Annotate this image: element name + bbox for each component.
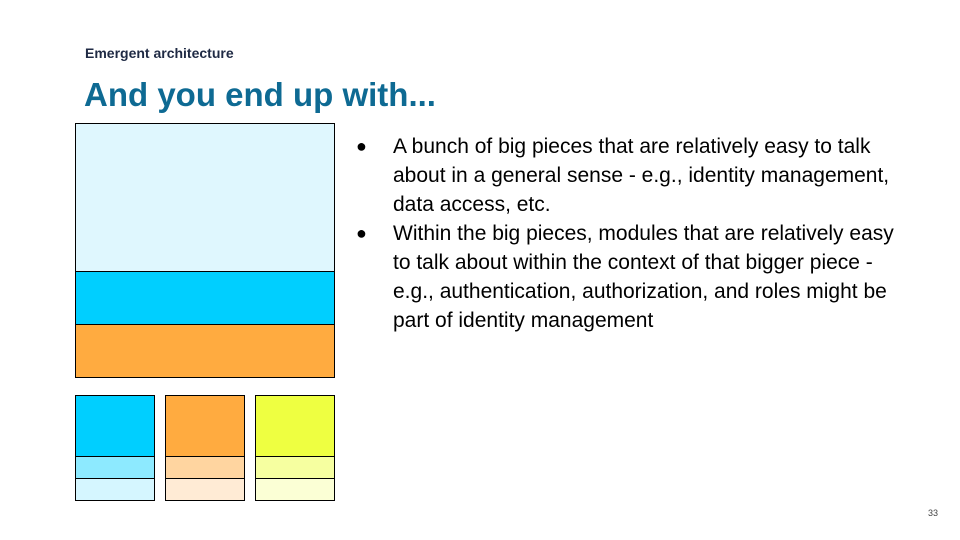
module-orange-top [165, 395, 245, 457]
bullet-list: ● A bunch of big pieces that are relativ… [356, 132, 896, 335]
big-piece-top-block [75, 123, 335, 272]
module-cyan-top [75, 395, 155, 457]
bullet-marker: ● [356, 223, 367, 243]
module-yellow-middle [255, 456, 335, 479]
module-cyan-bottom [75, 478, 155, 501]
bullet-marker: ● [356, 136, 367, 156]
bullet-text-1: A bunch of big pieces that are relativel… [393, 135, 890, 216]
bullet-item-1: ● A bunch of big pieces that are relativ… [356, 132, 896, 219]
module-yellow-top [255, 395, 335, 457]
slide-title: And you end up with... [84, 76, 436, 113]
module-yellow-bottom [255, 478, 335, 501]
bullet-item-2: ● Within the big pieces, modules that ar… [356, 219, 896, 335]
section-label: Emergent architecture [85, 45, 234, 61]
bullet-text-2: Within the big pieces, modules that are … [393, 222, 894, 332]
module-cyan-middle [75, 456, 155, 479]
big-piece-middle-block [75, 271, 335, 325]
module-orange-middle [165, 456, 245, 479]
big-piece-bottom-block [75, 324, 335, 378]
module-orange-bottom [165, 478, 245, 501]
page-number: 33 [927, 508, 938, 518]
